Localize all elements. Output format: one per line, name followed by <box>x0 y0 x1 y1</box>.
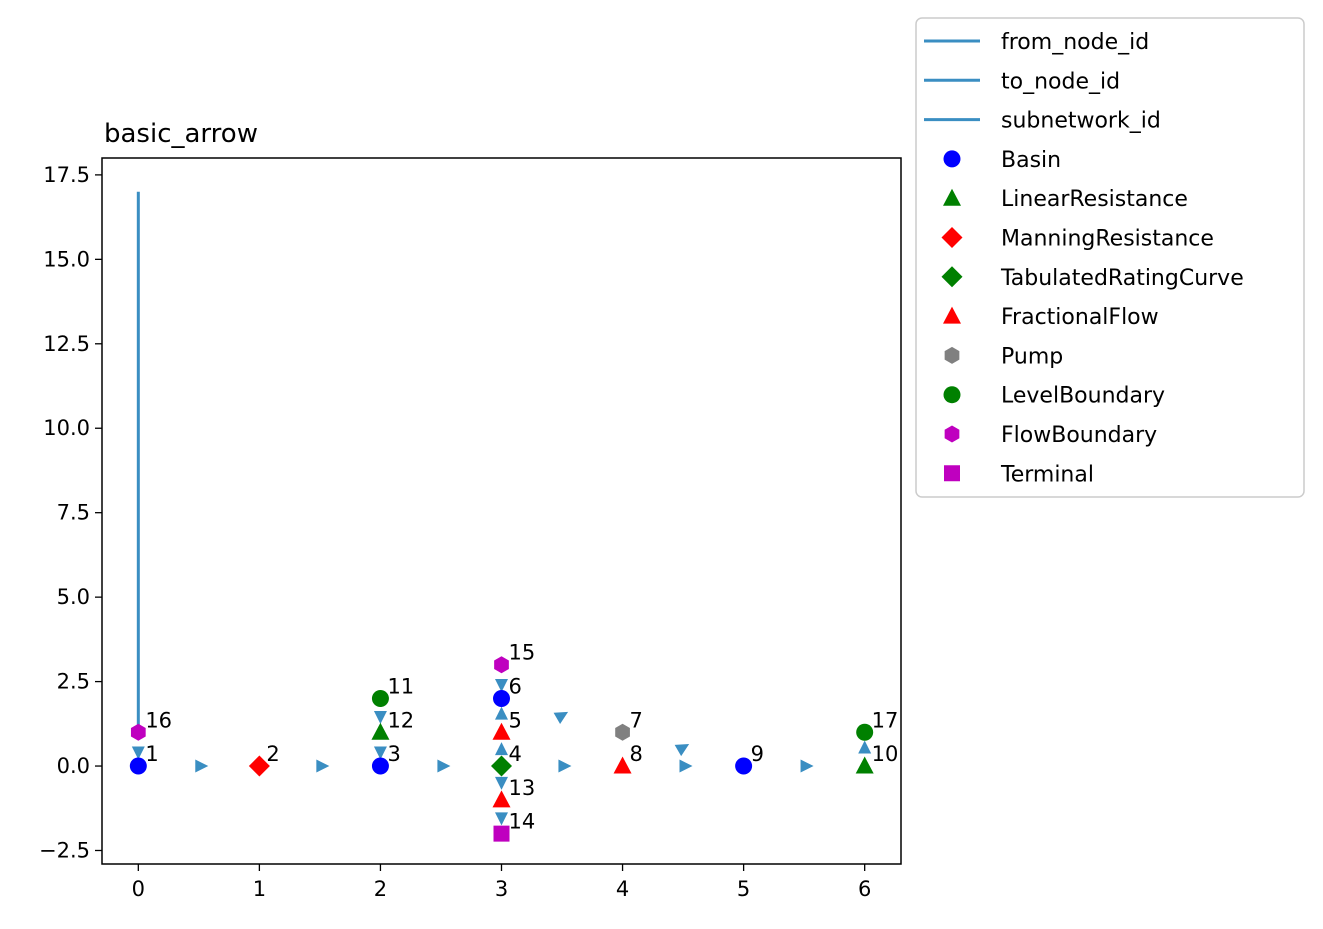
legend-marker-levelboundary <box>943 386 961 404</box>
node-marker-basin <box>129 757 147 775</box>
legend-marker-manningresistance <box>941 227 963 248</box>
node-label: 1 <box>145 742 158 766</box>
edge-arrow <box>131 746 145 760</box>
node-marker-levelboundary <box>371 689 389 707</box>
edge-arrow <box>495 742 508 756</box>
node-marker-flowboundary <box>130 723 146 741</box>
node-label: 7 <box>630 708 643 732</box>
y-tick-label: −2.5 <box>39 838 90 862</box>
node-marker-fractionalflow <box>492 790 511 808</box>
legend-marker-pump <box>944 346 960 364</box>
legend-marker-terminal <box>944 465 960 482</box>
edge-arrow <box>437 759 451 773</box>
axes: 0 1 2 3 4 5 6−2.50.02.55.07.510.012.515.017.5 <box>39 163 871 901</box>
node-marker-basin <box>371 757 389 775</box>
x-tick-label: 1 <box>253 877 266 901</box>
node-label: 2 <box>266 742 279 766</box>
legend-marker-flowboundary <box>944 425 960 443</box>
legend-frame <box>915 17 1305 498</box>
node-label: 5 <box>509 708 522 732</box>
edge-arrow <box>674 743 690 757</box>
node-marker-basin <box>735 757 753 775</box>
y-tick-label: 15.0 <box>43 247 90 271</box>
node-label: 9 <box>751 742 764 766</box>
edge-arrow <box>495 678 508 692</box>
y-tick-label: 7.5 <box>57 501 90 525</box>
node-marker-flowboundary <box>494 656 509 674</box>
y-tick-label: 10.0 <box>43 416 90 440</box>
node-label: 3 <box>387 742 400 766</box>
y-tick-label: 2.5 <box>57 670 90 694</box>
x-tick-label: 0 <box>132 877 145 901</box>
x-tick-label: 5 <box>737 877 750 901</box>
node-marker-fractionalflow <box>613 756 632 774</box>
node-marker-terminal <box>493 825 510 842</box>
chart-title: basic_arrow <box>104 119 258 149</box>
edge-arrow <box>373 746 387 760</box>
node-marker-linearresistance <box>371 722 390 740</box>
edge-arrow <box>495 812 508 826</box>
legend-label-fractionalflow: FractionalFlow <box>1001 305 1159 330</box>
legend: from_node_id to_node_id subnetwork_id Basin… <box>915 17 1305 498</box>
legend-marker-basin <box>943 150 961 168</box>
node-marker-tabulatedratingcurve <box>491 755 512 777</box>
node-label: 13 <box>509 776 536 800</box>
y-tick-label: 17.5 <box>43 163 90 187</box>
edge-arrow <box>553 711 569 724</box>
legend-label-subnetwork-id: subnetwork_id <box>1001 109 1161 134</box>
legend-label-to-node-id: to_node_id <box>1001 69 1120 94</box>
y-tick-label: 0.0 <box>57 754 90 778</box>
node-label: 6 <box>509 674 522 698</box>
legend-label-basin: Basin <box>1001 148 1061 173</box>
edge-arrow <box>858 740 872 754</box>
edge-arrow <box>800 759 814 773</box>
edge-arrow <box>195 759 209 773</box>
node-label: 14 <box>509 810 536 834</box>
x-tick-label: 4 <box>616 877 629 901</box>
legend-label-manningresistance: ManningResistance <box>1001 227 1214 252</box>
legend-label-flowboundary: FlowBoundary <box>1001 423 1157 448</box>
legend-label-tabulatedratingcurve: TabulatedRatingCurve <box>1000 266 1244 291</box>
legend-label-terminal: Terminal <box>1000 462 1094 487</box>
legend-label-levelboundary: LevelBoundary <box>1001 384 1165 409</box>
y-tick-label: 12.5 <box>43 332 90 356</box>
node-label: 10 <box>872 742 899 766</box>
node-marker-fractionalflow <box>492 722 511 740</box>
node-marker-basin <box>493 689 510 707</box>
legend-marker-tabulatedratingcurve <box>941 266 963 288</box>
edge-arrow <box>373 711 387 725</box>
node-label: 8 <box>630 742 643 766</box>
node-label: 16 <box>145 708 172 732</box>
edge-arrow <box>558 759 572 773</box>
node-marker-linearresistance <box>855 756 874 774</box>
edge-arrow <box>495 776 508 790</box>
x-tick-label: 3 <box>495 877 508 901</box>
node-label: 4 <box>509 742 522 766</box>
node-label: 15 <box>509 641 536 665</box>
legend-label-from-node-id: from_node_id <box>1001 30 1149 55</box>
legend-marker-fractionalflow <box>943 306 961 324</box>
node-marker-levelboundary <box>856 723 874 741</box>
y-tick-label: 5.0 <box>57 585 90 609</box>
node-label: 17 <box>872 708 899 732</box>
node-marker-manningresistance <box>248 755 270 777</box>
node-label: 11 <box>387 674 414 698</box>
edge-arrow <box>679 759 693 773</box>
node-marker-pump <box>615 723 630 741</box>
legend-label-pump: Pump <box>1001 344 1063 369</box>
legend-marker-linearresistance <box>943 188 961 206</box>
node-label: 12 <box>387 708 414 732</box>
x-tick-label: 2 <box>374 877 387 901</box>
edge-arrow <box>316 759 330 773</box>
edge-arrow <box>495 706 508 720</box>
x-tick-label: 6 <box>858 877 871 901</box>
legend-label-linearresistance: LinearResistance <box>1001 187 1188 212</box>
